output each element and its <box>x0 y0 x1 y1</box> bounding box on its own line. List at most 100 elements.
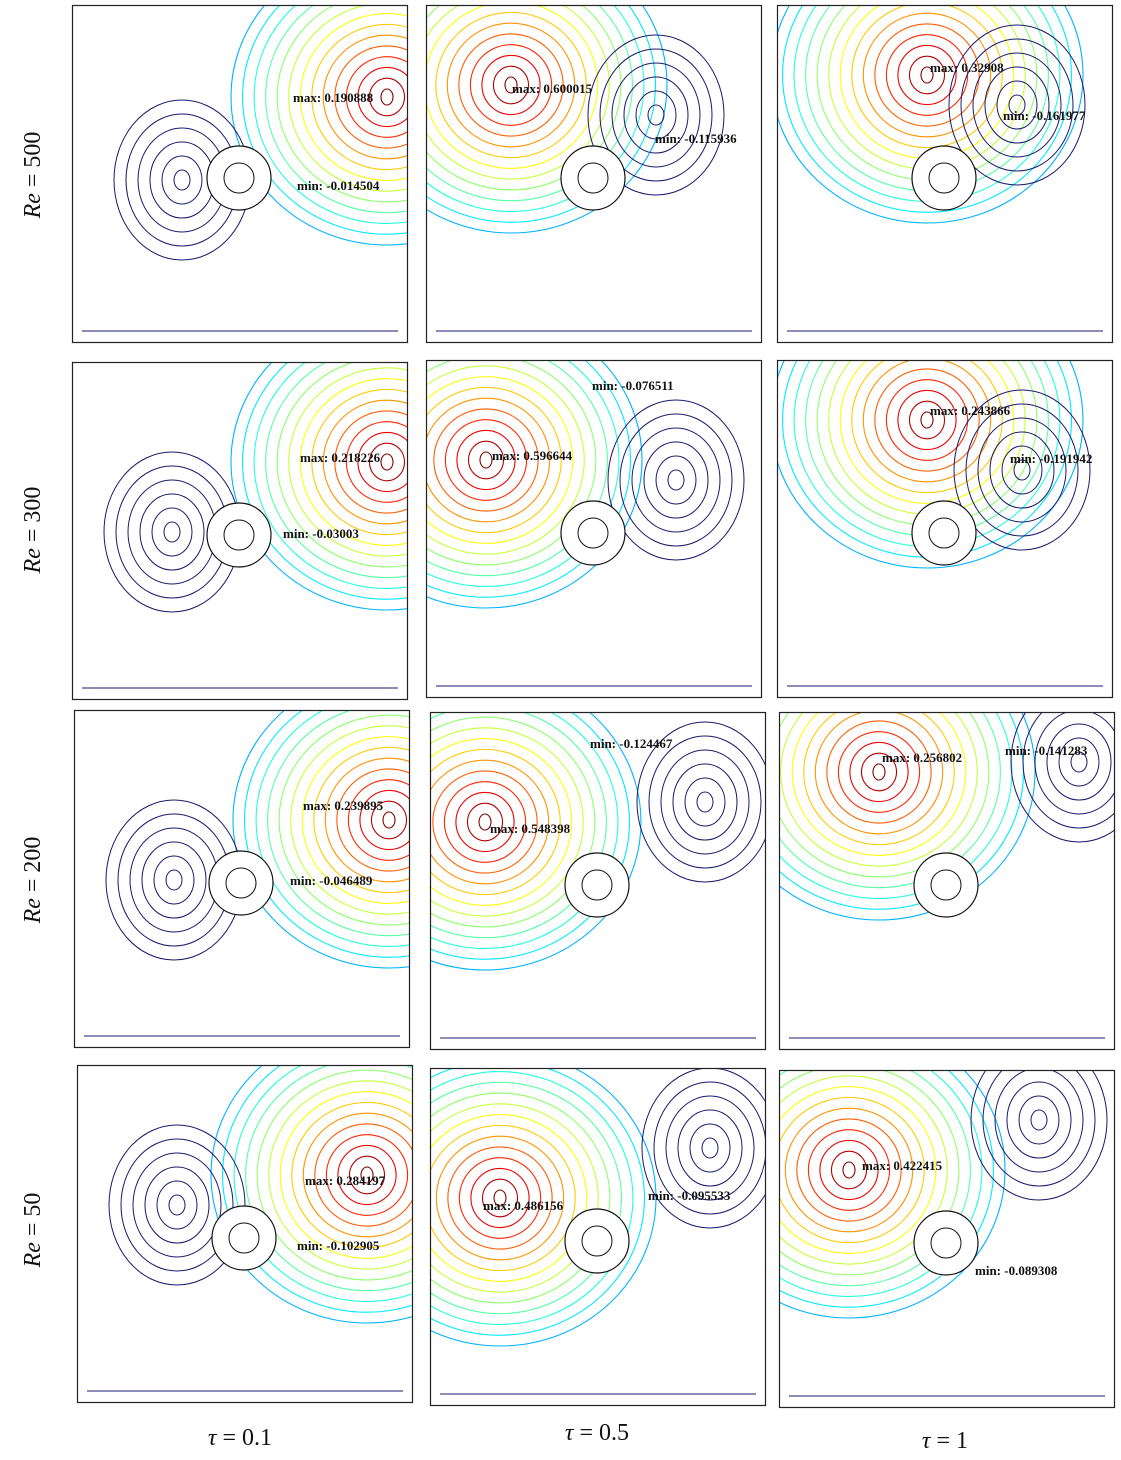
max-label: max: 0.596644 <box>492 448 573 463</box>
max-label: max: 0.422415 <box>862 1158 943 1173</box>
streamline <box>164 522 180 542</box>
streamline <box>1035 710 1121 814</box>
contours <box>87 1027 523 1391</box>
streamline <box>329 674 641 970</box>
streamline <box>863 358 990 482</box>
row-value: = 300 <box>20 487 46 543</box>
streamline <box>723 624 1035 920</box>
column-label: τ = 0.5 <box>565 1420 629 1446</box>
column-symbol: τ <box>922 1428 932 1454</box>
streamline <box>154 856 194 904</box>
streamline <box>702 1138 718 1158</box>
min-label: min: -0.076511 <box>592 378 674 393</box>
contour-panel: max: 0.256802 min: -0.141283 <box>723 624 1121 1050</box>
min-label: min: -0.124467 <box>590 736 673 751</box>
streamline <box>838 732 919 813</box>
contour-panel: max: 0.548398 min: -0.124467 <box>329 674 773 1050</box>
streamline <box>983 1054 1095 1186</box>
streamline <box>661 750 749 854</box>
min-label: min: -0.03003 <box>283 526 359 541</box>
min-label: min: -0.141283 <box>1005 743 1088 758</box>
contours <box>329 674 773 1038</box>
cylinder-outer <box>561 146 625 210</box>
row-label: Re = 500 <box>20 132 46 220</box>
column-symbol: τ <box>208 1425 218 1451</box>
streamline <box>130 828 218 932</box>
max-label: max: 0.190888 <box>293 90 374 105</box>
streamline <box>152 508 192 556</box>
min-label: min: -0.089308 <box>975 1263 1058 1278</box>
streamline <box>256 694 522 947</box>
max-label: max: 0.600015 <box>512 81 593 96</box>
streamline <box>337 769 441 871</box>
contours <box>82 314 543 688</box>
streamline <box>369 78 404 116</box>
contours <box>693 1022 1107 1396</box>
min-label: min: -0.095533 <box>648 1188 731 1203</box>
streamline <box>758 656 1001 887</box>
cylinder-outer <box>212 1206 276 1270</box>
streamline <box>381 89 393 105</box>
streamline <box>1031 1110 1047 1130</box>
contour-panel: max: 0.596644 min: -0.076511 <box>330 312 762 698</box>
cylinder-outer <box>912 501 976 565</box>
cylinder-outer <box>565 853 629 917</box>
cylinder-outer <box>207 146 271 210</box>
row-label: Re = 200 <box>20 837 46 925</box>
row-symbol: Re <box>20 548 46 575</box>
cylinder-outer <box>914 853 978 917</box>
column-symbol: τ <box>565 1420 575 1446</box>
streamline <box>632 428 720 532</box>
streamline <box>840 337 1014 504</box>
streamline <box>381 454 393 470</box>
streamline <box>781 678 978 866</box>
max-label: max: 0.256802 <box>882 750 962 765</box>
streamline <box>233 672 545 968</box>
streamline <box>166 870 182 890</box>
min-label: min: -0.102905 <box>297 1238 380 1253</box>
contour-panel: max: 0.486156 min: -0.095533 <box>344 1050 778 1406</box>
streamline <box>985 67 1049 143</box>
streamline <box>480 452 492 468</box>
cylinder-outer <box>207 503 271 567</box>
contour-panel: max: 0.243866min: -0.191942 <box>771 272 1113 698</box>
min-label: min: -0.014504 <box>297 178 380 193</box>
max-label: max: 0.486156 <box>483 1198 564 1213</box>
streamline <box>325 758 452 882</box>
max-label: max: 0.218226 <box>300 450 381 465</box>
streamline <box>829 326 1026 514</box>
max-label: max: 0.32908 <box>930 60 1004 75</box>
max-label: max: 0.548398 <box>490 821 571 836</box>
streamline <box>133 1153 221 1257</box>
row-label: Re = 50 <box>20 1193 46 1269</box>
contour-panel: max: 0.32908min: -0.161977 <box>771 0 1113 343</box>
streamline <box>829 0 1026 169</box>
column-value: = 1 <box>937 1428 969 1454</box>
streamline <box>150 142 214 218</box>
figure: max: 0.190888min: -0.014504max: 0.600015… <box>0 0 1121 1460</box>
streamline <box>157 1181 197 1229</box>
streamline <box>128 480 216 584</box>
streamline <box>666 1096 754 1200</box>
streamline <box>162 156 202 204</box>
streamline <box>806 304 1049 535</box>
min-label: min: -0.046489 <box>290 873 373 888</box>
streamline <box>348 780 429 861</box>
streamline <box>642 1068 778 1228</box>
row-value: = 50 <box>20 1193 46 1237</box>
streamline <box>769 667 989 877</box>
streamline <box>1047 724 1111 800</box>
streamline <box>1019 1096 1059 1144</box>
streamline <box>142 842 206 918</box>
streamline <box>995 1068 1083 1172</box>
streamline <box>673 764 737 840</box>
streamline <box>174 170 190 190</box>
contour-panel: max: 0.284197min: -0.102905 <box>78 1027 524 1403</box>
streamline <box>693 1022 1005 1318</box>
row-symbol: Re <box>20 1242 46 1269</box>
column-value: = 0.1 <box>223 1425 273 1451</box>
streamline <box>875 24 979 126</box>
streamline <box>697 792 713 812</box>
cylinder-outer <box>565 1209 629 1273</box>
